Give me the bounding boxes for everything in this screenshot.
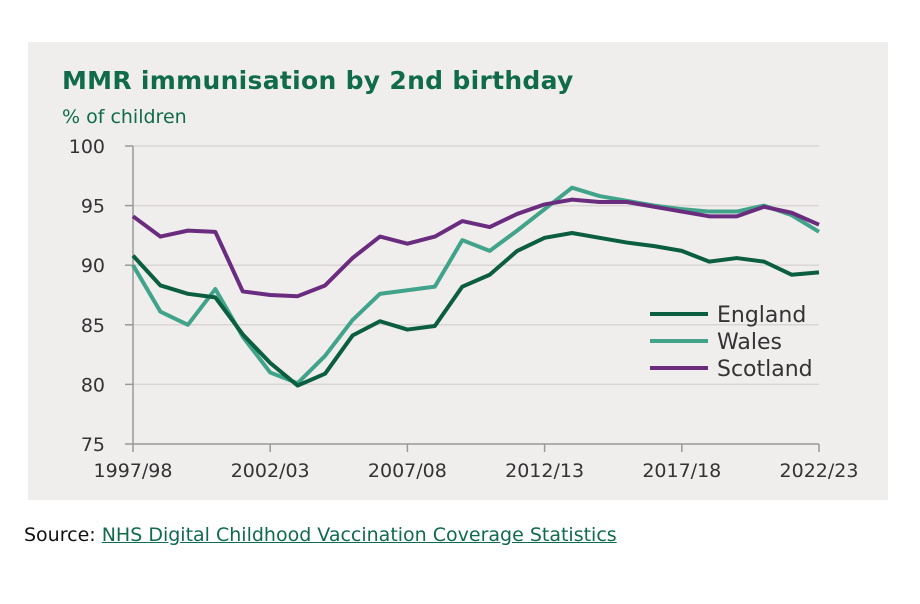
y-axis-label: % of children [62,106,187,128]
y-tick-label: 90 [81,255,105,277]
source-link[interactable]: NHS Digital Childhood Vaccination Covera… [101,524,617,546]
y-tick-label: 80 [81,374,105,396]
x-tick-label: 2017/18 [642,460,721,482]
y-tick-label: 100 [69,136,105,158]
chart-title: MMR immunisation by 2nd birthday [62,66,574,95]
legend-label-england: England [717,303,806,328]
legend-label-wales: Wales [717,330,782,355]
source-line: Source: NHS Digital Childhood Vaccinatio… [24,524,617,546]
x-tick-label: 2007/08 [368,460,447,482]
y-tick-label: 85 [81,315,105,337]
x-tick-label: 2012/13 [505,460,584,482]
x-tick-label: 2002/03 [231,460,310,482]
series-line-wales [131,185,821,386]
x-tick-label: 2022/23 [780,460,859,482]
chart-panel [28,42,888,500]
source-label: Source: [24,524,96,546]
series-line-england [131,231,820,388]
y-tick-label: 75 [81,434,105,456]
series-line-scotland [131,197,820,299]
x-tick-label: 1997/98 [94,460,173,482]
legend-label-scotland: Scotland [717,357,813,382]
y-tick-label: 95 [81,196,105,218]
